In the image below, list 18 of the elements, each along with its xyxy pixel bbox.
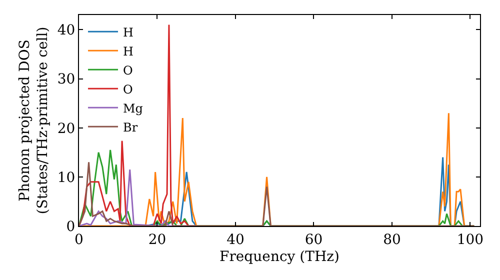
legend-label: H — [123, 44, 134, 58]
y-tick-label: 20 — [57, 120, 76, 137]
legend-label: O — [123, 63, 134, 78]
legend-label: Mg — [123, 101, 144, 116]
x-tick-label: 20 — [148, 232, 166, 248]
y-axis-title: Phonon projected DOS (States/THz·primitive cell) — [16, 26, 51, 214]
legend-label: O — [123, 82, 134, 96]
y-tick-label: 30 — [57, 72, 76, 88]
y-tick-label: 10 — [57, 170, 76, 186]
legend-label: H — [123, 25, 134, 40]
y-tick-label: 40 — [57, 22, 76, 39]
y-tick-label: 0 — [66, 218, 76, 235]
x-tick-label: 100 — [456, 232, 484, 248]
legend-label: Br — [123, 120, 138, 134]
x-tick-label: 80 — [383, 232, 401, 248]
x-tick-label: 60 — [304, 232, 323, 248]
x-axis-title: Frequency (THz) — [219, 249, 340, 266]
x-tick-label: 40 — [226, 232, 244, 248]
